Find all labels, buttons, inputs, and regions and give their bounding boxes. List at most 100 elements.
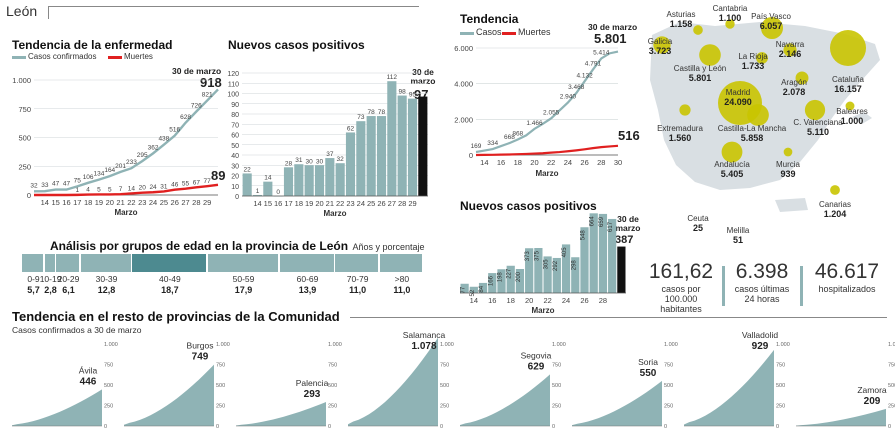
region-name: Cataluña <box>832 75 865 84</box>
x-tick-label: 23 <box>346 199 354 208</box>
x-tick-label: 18 <box>295 199 303 208</box>
bar <box>589 213 598 293</box>
tendencia-leon-final-cases: 918 <box>200 75 222 90</box>
stat-hospital: 46.617 hospitalizados <box>804 260 890 294</box>
resto-y-tick: 1.000 <box>552 342 566 348</box>
bar-value-label: 98 <box>399 89 407 96</box>
region-name: Melilla <box>727 226 750 235</box>
header-rule <box>48 6 419 19</box>
y-tick-label: 1.000 <box>12 76 31 85</box>
cases-data-label: 1.466 <box>526 120 543 127</box>
x-tick-label: 15 <box>51 198 59 207</box>
x-tick-label: 25 <box>367 199 375 208</box>
age-group-pct: 11,0 <box>349 285 367 295</box>
resto-y-tick: 750 <box>888 363 895 369</box>
region-name: Ceuta <box>687 214 709 223</box>
resto-y-tick: 0 <box>216 424 219 430</box>
age-group-pct: 13,9 <box>298 285 317 295</box>
bar-value-label: 22 <box>244 166 252 173</box>
bar-value-label: 292 <box>553 260 559 271</box>
nuevos-cyl-date: 30 de marzo <box>615 214 641 233</box>
baleares-shape <box>852 112 872 124</box>
region-name: C. Valenciana <box>793 118 843 127</box>
province-value: 629 <box>528 361 545 372</box>
legend-deaths-label: Muertes <box>124 52 153 61</box>
x-tick-label: 20 <box>106 198 114 207</box>
deaths-data-label: 1 <box>75 187 79 194</box>
x-tick-label: 26 <box>171 198 179 207</box>
x-tick-label: 17 <box>73 198 81 207</box>
region-value: 939 <box>780 169 795 179</box>
cases-data-label: 201 <box>115 163 126 170</box>
bar <box>488 273 497 293</box>
region-bubble <box>845 101 855 111</box>
bar <box>525 248 534 293</box>
x-tick-label: 24 <box>564 158 572 167</box>
bar-value-label: 166 <box>488 275 494 286</box>
cases-data-label: 821 <box>202 92 213 99</box>
province-area <box>460 374 550 426</box>
bar-value-label: 200 <box>516 271 522 282</box>
region-value: 5.405 <box>721 169 744 179</box>
province-name: Burgos <box>187 341 214 351</box>
region-bubble <box>783 43 797 57</box>
x-tick-label: 22 <box>543 296 551 305</box>
resto-title-rule <box>350 317 887 318</box>
region-value: 1.100 <box>719 13 742 23</box>
cases-data-label: 75 <box>74 177 82 184</box>
age-group-label: 30-39 <box>95 274 118 284</box>
bar <box>598 213 608 293</box>
x-tick-label: 14 <box>480 158 488 167</box>
x-tick-label: 15 <box>264 199 272 208</box>
x-tick-label: 16 <box>274 199 282 208</box>
resto-y-tick: 750 <box>776 363 785 369</box>
bar <box>387 81 397 196</box>
x-tick-label: 19 <box>95 198 103 207</box>
x-tick-label: 28 <box>599 296 607 305</box>
bar-value-label: 14 <box>264 175 272 182</box>
cases-data-label: 47 <box>52 181 60 188</box>
x-tick-label: 20 <box>315 199 323 208</box>
province-value: 929 <box>752 341 769 352</box>
stat-24h: 6.398 casos últimas 24 horas <box>726 260 798 304</box>
x-tick-label: 17 <box>284 199 292 208</box>
cases-data-label: 4.132 <box>576 72 593 79</box>
bar <box>515 269 525 293</box>
bar <box>580 227 589 293</box>
age-group-label: 10-19 <box>39 274 62 284</box>
cases-line <box>33 88 219 193</box>
resto-y-tick: 500 <box>216 383 225 389</box>
province-name: Valladolid <box>742 330 779 340</box>
bar-value-label: 95 <box>409 92 417 99</box>
bar <box>345 132 356 196</box>
y-tick-label: 2.000 <box>454 115 473 124</box>
stat-hospital-caption: hospitalizados <box>818 284 876 294</box>
canarias-shape <box>775 198 808 212</box>
region-name: Asturias <box>667 10 696 19</box>
province-value: 293 <box>304 389 321 400</box>
age-group-label: 0-9 <box>27 274 40 284</box>
x-tick-label: 16 <box>497 158 505 167</box>
region-value: 1.158 <box>670 19 693 29</box>
region-name: Extremadura <box>657 124 703 133</box>
region-bubble <box>725 19 735 29</box>
bar <box>325 158 335 196</box>
resto-y-tick: 1.000 <box>888 342 895 348</box>
cases-data-label: 4.791 <box>585 61 602 68</box>
cases-data-label: 169 <box>471 143 482 150</box>
region-value: 3.723 <box>649 46 672 56</box>
resto-y-tick: 250 <box>216 404 225 410</box>
deaths-data-label: 46 <box>171 182 179 189</box>
y-tick-label: 120 <box>227 71 239 78</box>
region-bubble <box>756 52 768 64</box>
deaths-data-label: 31 <box>160 183 168 190</box>
age-subtitle: Años y porcentaje <box>352 242 425 252</box>
stat-per-100k-value: 161,62 <box>648 260 714 283</box>
region-bubble <box>693 25 703 35</box>
x-tick-label: 21 <box>116 198 124 207</box>
province-area <box>236 401 326 426</box>
bar <box>335 163 345 196</box>
x-tick-label: 24 <box>562 296 570 305</box>
bar-value-label: 73 <box>357 114 365 121</box>
region-bubble <box>747 104 769 126</box>
